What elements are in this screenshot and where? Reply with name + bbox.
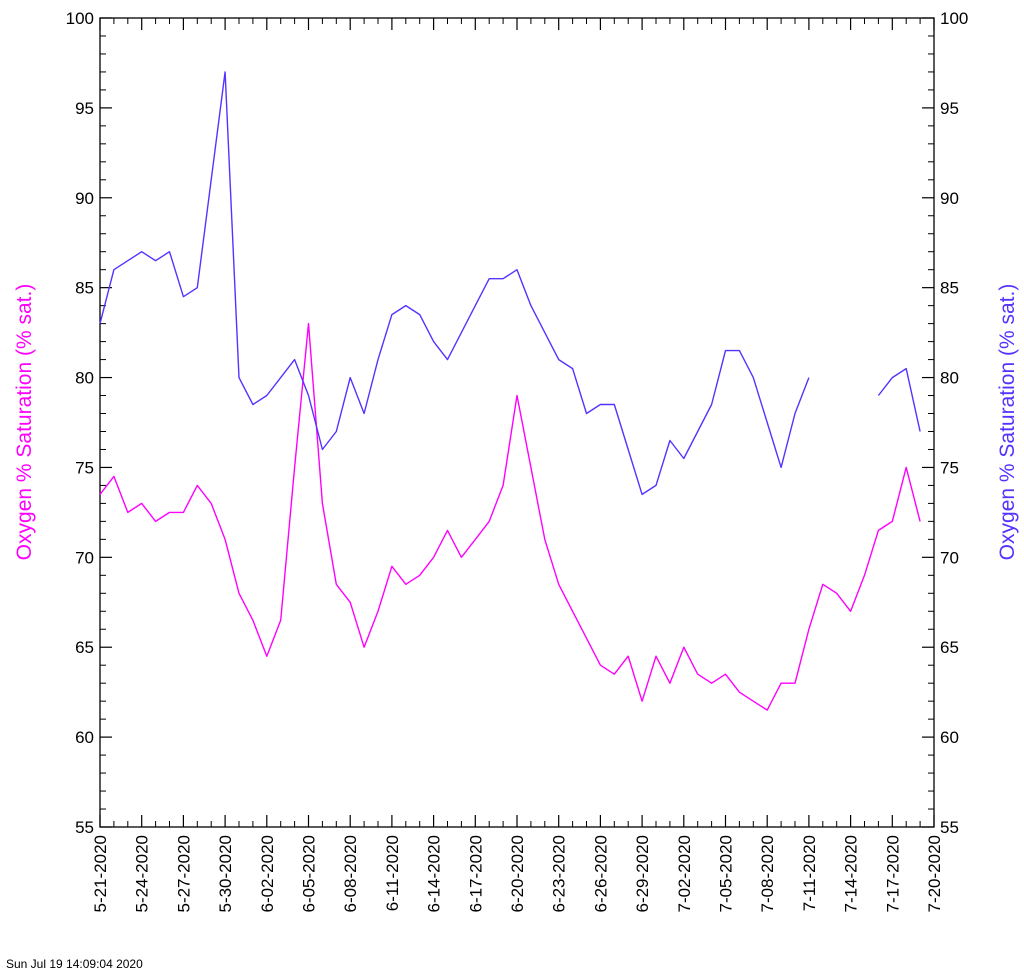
y-tick-label-left: 55 (75, 818, 94, 837)
x-tick-label: 6-11-2020 (383, 835, 402, 911)
timestamp: Sun Jul 19 14:09:04 2020 (6, 957, 143, 971)
x-tick-label: 6-23-2020 (550, 835, 569, 913)
right-y-axis-title: Oxygen % Saturation (% sat.) (996, 284, 1019, 561)
x-tick-label: 6-17-2020 (466, 835, 485, 913)
x-tick-label: 5-30-2020 (216, 835, 235, 913)
y-tick-label-right: 60 (940, 728, 959, 747)
y-tick-label-left: 65 (75, 638, 94, 657)
x-tick-label: 7-20-2020 (925, 835, 944, 913)
x-tick-label: 7-08-2020 (758, 835, 777, 913)
y-tick-label-left: 90 (75, 189, 94, 208)
x-tick-label: 7-11-2020 (800, 835, 819, 911)
x-tick-label: 7-14-2020 (842, 835, 861, 913)
y-tick-label-right: 100 (940, 9, 968, 28)
x-tick-label: 7-17-2020 (883, 835, 902, 913)
x-tick-label: 5-27-2020 (174, 835, 193, 913)
y-tick-label-left: 100 (66, 9, 94, 28)
x-tick-label: 6-08-2020 (341, 835, 360, 913)
y-tick-label-left: 85 (75, 279, 94, 298)
y-tick-label-left: 95 (75, 99, 94, 118)
y-tick-label-right: 75 (940, 458, 959, 477)
x-tick-label: 7-05-2020 (717, 835, 736, 913)
y-tick-label-left: 60 (75, 728, 94, 747)
series-line-2 (100, 72, 920, 495)
x-tick-label: 6-26-2020 (591, 835, 610, 913)
y-tick-label-right: 95 (940, 99, 959, 118)
y-tick-label-left: 70 (75, 548, 94, 567)
y-tick-label-right: 70 (940, 548, 959, 567)
y-tick-label-left: 80 (75, 369, 94, 388)
x-tick-label: 5-21-2020 (91, 835, 110, 913)
series-layer (100, 72, 920, 710)
x-tick-label: 6-20-2020 (508, 835, 527, 913)
x-tick-label: 7-02-2020 (675, 835, 694, 913)
x-tick-label: 6-05-2020 (300, 835, 319, 913)
series-line-1 (100, 324, 920, 710)
x-tick-label: 6-14-2020 (425, 835, 444, 913)
plot-area-frame (100, 18, 934, 827)
x-tick-label: 6-02-2020 (258, 835, 277, 913)
y-tick-label-right: 80 (940, 369, 959, 388)
y-tick-label-right: 55 (940, 818, 959, 837)
y-tick-label-right: 65 (940, 638, 959, 657)
tick-labels: 55 55 60 60 65 65 70 70 75 75 80 80 85 85 90 90 95 95 100 1… (66, 9, 969, 913)
left-y-axis-title: Oxygen % Saturation (% sat.) (13, 284, 36, 561)
y-tick-label-right: 90 (940, 189, 959, 208)
y-tick-label-right: 85 (940, 279, 959, 298)
y-tick-label-left: 75 (75, 458, 94, 477)
x-tick-label: 5-24-2020 (133, 835, 152, 913)
x-tick-label: 6-29-2020 (633, 835, 652, 913)
axis-ticks (100, 18, 934, 827)
